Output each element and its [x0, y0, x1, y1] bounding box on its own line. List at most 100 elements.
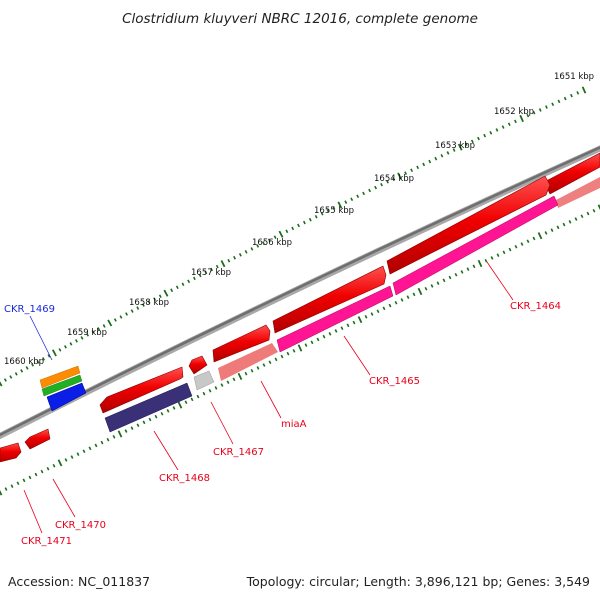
cds-arrow-5[interactable] [188, 355, 208, 375]
lower-ruler-tick [88, 446, 92, 451]
upper-ruler-tick [545, 105, 548, 109]
upper-ruler-tick [244, 250, 248, 254]
lower-ruler-tick [502, 250, 506, 255]
lower-ruler-tick [352, 320, 356, 325]
upper-ruler-tick [233, 255, 237, 260]
lower-ruler-tick [136, 423, 140, 428]
feature-magenta-1[interactable] [392, 195, 559, 296]
lower-ruler-tick [460, 270, 464, 274]
gene-labels: CKR_1464 CKR_1465 miaA CKR_1467 CKR_1468… [4, 301, 561, 547]
lower-ruler-tick [106, 437, 110, 442]
gene-label-ckr-1468[interactable]: CKR_1468 [159, 473, 210, 484]
cds-arrow-8[interactable] [0, 442, 22, 463]
kbp-label-1659: 1659 kbp [67, 328, 107, 338]
upper-ruler-tick [20, 369, 24, 373]
lower-ruler-tick [328, 332, 332, 336]
lower-ruler-tick [28, 475, 32, 480]
lower-ruler-tick [208, 388, 212, 393]
leader-ckr-1469 [29, 315, 53, 361]
upper-ruler-tick [291, 226, 295, 231]
lower-ruler-tick [226, 380, 230, 384]
upper-ruler-tick [501, 125, 505, 129]
lower-ruler-tick [274, 357, 278, 362]
lower-ruler-tick [574, 217, 578, 221]
upper-ruler-tick [297, 223, 301, 228]
gene-label-ckr-1464[interactable]: CKR_1464 [510, 301, 561, 312]
lower-ruler-tick [57, 459, 63, 467]
cds-arrow-6[interactable] [99, 366, 184, 414]
feature-blue[interactable] [46, 382, 87, 412]
feature-green[interactable] [41, 374, 83, 397]
lower-ruler-tick [256, 366, 260, 370]
ckr-1469-features[interactable] [39, 365, 87, 412]
upper-ruler-tick [238, 253, 242, 257]
lower-ruler-tick [520, 242, 524, 246]
lower-ruler-tick [514, 244, 518, 249]
upper-ruler-tick [63, 345, 67, 349]
cds-arrow-7[interactable] [24, 428, 51, 450]
lower-ruler-tick [496, 253, 500, 257]
gene-label-ckr-1471[interactable]: CKR_1471 [21, 536, 72, 547]
upper-ruler-tick [326, 209, 330, 213]
lower-ruler-tick [448, 275, 452, 280]
upper-ruler-tick [42, 357, 45, 361]
upper-ruler-tick [434, 156, 438, 161]
lower-ruler-tick [508, 247, 512, 252]
upper-ruler-tick [273, 235, 277, 239]
upper-ruler-tick [446, 151, 450, 155]
lower-ruler-tick [562, 222, 566, 227]
cds-arrow-3[interactable] [272, 265, 387, 334]
upper-ruler-tick [507, 122, 511, 127]
upper-ruler-tick [557, 99, 561, 104]
genome-backbone-core [0, 146, 600, 437]
cds-arrow-2[interactable] [386, 175, 551, 275]
feature-orange[interactable] [39, 365, 81, 389]
upper-ruler-tick [130, 309, 134, 313]
lower-ruler-tick [406, 295, 410, 299]
gene-label-miaa[interactable]: miaA [281, 419, 307, 430]
feature-bars[interactable] [104, 177, 600, 433]
upper-ruler-tick [187, 279, 191, 284]
upper-ruler-tick [538, 108, 542, 112]
cds-top-strand[interactable] [0, 152, 600, 463]
gene-label-ckr-1465[interactable]: CKR_1465 [369, 376, 420, 387]
lower-ruler-tick [490, 256, 494, 260]
lower-ruler-tick [100, 440, 104, 445]
feature-gray-1[interactable] [193, 370, 215, 391]
feature-pink-right[interactable] [556, 177, 600, 208]
lower-ruler-tick [16, 481, 20, 486]
upper-ruler-tick [215, 264, 219, 269]
genome-summary-text: Topology: circular; Length: 3,896,121 bp… [246, 574, 590, 589]
upper-ruler-tick [210, 267, 214, 272]
upper-ruler-tick [374, 185, 378, 190]
lower-ruler-tick [177, 401, 183, 409]
upper-ruler-tick [532, 110, 536, 115]
upper-ruler-tick [320, 211, 324, 216]
cds-arrow-4[interactable] [212, 324, 271, 363]
feature-magenta-2[interactable] [276, 285, 394, 353]
lower-ruler-tick [454, 272, 458, 277]
kbp-label-1652: 1652 kbp [494, 107, 534, 117]
lower-ruler-tick [237, 372, 243, 380]
lower-ruler-tick [400, 298, 404, 302]
upper-ruler-tick [181, 282, 185, 287]
upper-ruler-tick [204, 270, 208, 275]
gene-label-ckr-1467[interactable]: CKR_1467 [213, 447, 264, 458]
lower-ruler-tick [250, 368, 254, 373]
leader-ckr-1468 [153, 430, 179, 471]
upper-ruler-tick [314, 214, 318, 219]
lower-ruler-tick [568, 220, 572, 224]
lower-ruler-tick [430, 284, 434, 288]
feature-pink-1[interactable] [218, 343, 278, 381]
lower-ruler-tick [586, 211, 590, 216]
kbp-label-1654: 1654 kbp [374, 174, 414, 184]
lower-ruler-tick [364, 315, 368, 319]
gene-label-ckr-1470[interactable]: CKR_1470 [55, 520, 106, 531]
upper-ruler-tick [404, 171, 408, 175]
lower-ruler-tick [4, 487, 8, 491]
gene-label-ckr-1469[interactable]: CKR_1469 [4, 304, 55, 315]
upper-ruler-tick [141, 303, 145, 307]
feature-navy-1[interactable] [104, 382, 193, 433]
leader-ckr-1470 [52, 478, 76, 518]
